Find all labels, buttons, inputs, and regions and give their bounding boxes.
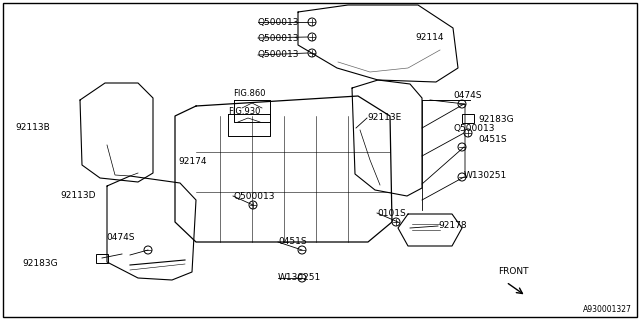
Text: 0474S: 0474S <box>453 91 481 100</box>
Text: Q500013: Q500013 <box>453 124 495 132</box>
Text: Q500013: Q500013 <box>258 51 300 60</box>
Text: FIG.930: FIG.930 <box>228 108 260 116</box>
Text: FRONT: FRONT <box>498 268 529 276</box>
Text: FIG.860: FIG.860 <box>233 89 266 98</box>
Text: 92178: 92178 <box>438 221 467 230</box>
Text: 0451S: 0451S <box>278 237 307 246</box>
Text: 92114: 92114 <box>415 34 444 43</box>
Text: Q500013: Q500013 <box>233 191 275 201</box>
Text: A930001327: A930001327 <box>583 305 632 314</box>
Text: W130251: W130251 <box>278 274 321 283</box>
Text: Q500013: Q500013 <box>258 34 300 43</box>
Text: 92113B: 92113B <box>15 124 50 132</box>
Text: 92113E: 92113E <box>367 114 401 123</box>
Text: 92113D: 92113D <box>60 191 95 201</box>
Bar <box>96 254 108 263</box>
Text: 0474S: 0474S <box>106 234 134 243</box>
Text: W130251: W130251 <box>464 171 508 180</box>
Text: Q500013: Q500013 <box>258 18 300 27</box>
Text: 0101S: 0101S <box>377 209 406 218</box>
Text: 92174: 92174 <box>178 157 207 166</box>
Text: 0451S: 0451S <box>478 135 507 145</box>
Text: 92183G: 92183G <box>478 116 514 124</box>
Text: 92183G: 92183G <box>22 259 58 268</box>
Bar <box>462 114 474 123</box>
